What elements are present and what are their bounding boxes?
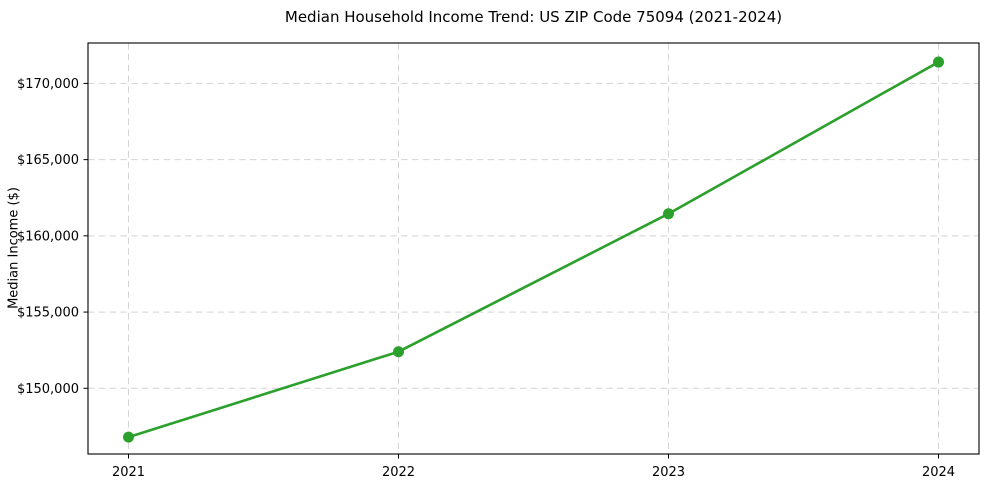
data-point-marker	[123, 431, 134, 443]
plot-border	[87, 42, 980, 455]
x-tick-label: 2021	[112, 465, 145, 480]
data-point-marker	[933, 56, 944, 68]
trend-line	[127, 60, 940, 439]
chart-title: Median Household Income Trend: US ZIP Co…	[284, 8, 783, 26]
y-tick-label: $170,000	[17, 77, 79, 92]
data-point-marker	[393, 346, 404, 358]
y-tick-label: $155,000	[17, 306, 79, 321]
y-tick-label: $150,000	[17, 382, 79, 397]
data-point-marker	[663, 208, 674, 220]
y-tick-label: $160,000	[17, 229, 79, 244]
x-tick-label: 2022	[382, 465, 415, 480]
y-tick-label: $165,000	[17, 153, 79, 168]
x-tick-label: 2023	[652, 465, 685, 480]
x-tick-label: 2024	[922, 465, 955, 480]
